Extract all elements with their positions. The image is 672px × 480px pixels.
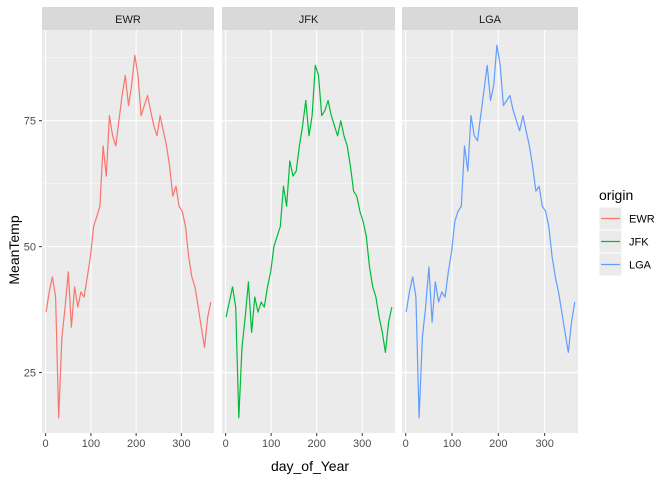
x-tick-label: 100 [262,438,280,450]
legend-label: JFK [629,237,649,249]
series-line-jfk [225,64,393,419]
facet-strip-label: JFK [299,14,319,26]
facet-panels: EWR 0 100 200 300 JFK 0 100 200 300 LGA 0 100 200 300 [42,7,578,450]
panel-background [222,30,395,433]
legend: origin EWR JFK LGA [598,187,655,277]
x-tick-label: 200 [489,438,507,450]
facet-strip-label: LGA [479,14,502,26]
x-tick-label: 0 [403,438,409,450]
facet-panel-lga: LGA 0 100 200 300 [402,7,578,450]
facet-strip [222,7,395,30]
facet-strip-label: EWR [115,14,141,26]
legend-item-ewr: EWR [598,206,655,231]
facet-panel-ewr: EWR 0 100 200 300 [42,7,214,450]
x-tick-label: 100 [82,438,100,450]
series-line-lga [405,44,576,419]
legend-item-jfk: JFK [598,229,649,254]
y-axis-title: MeanTemp [6,215,22,284]
facet-strip [402,7,578,30]
legend-label: EWR [629,214,655,226]
y-tick-label: 50 [24,242,36,254]
y-tick-label: 75 [24,116,36,128]
x-tick-label: 200 [308,438,326,450]
x-tick-label: 0 [223,438,229,450]
y-axis: 25 50 75 [24,116,42,380]
x-tick-label: 0 [43,438,49,450]
facet-strip [42,7,214,30]
facet-panel-jfk: JFK 0 100 200 300 [222,7,395,450]
legend-title: origin [599,187,633,203]
y-tick-label: 25 [24,368,36,380]
legend-item-lga: LGA [598,252,652,277]
series-line-ewr [45,54,212,419]
x-tick-label: 200 [127,438,145,450]
x-tick-label: 300 [535,438,553,450]
x-axis-title: day_of_Year [271,458,349,474]
legend-label: LGA [629,260,652,272]
x-tick-label: 300 [353,438,371,450]
x-tick-label: 100 [443,438,461,450]
x-tick-label: 300 [172,438,190,450]
